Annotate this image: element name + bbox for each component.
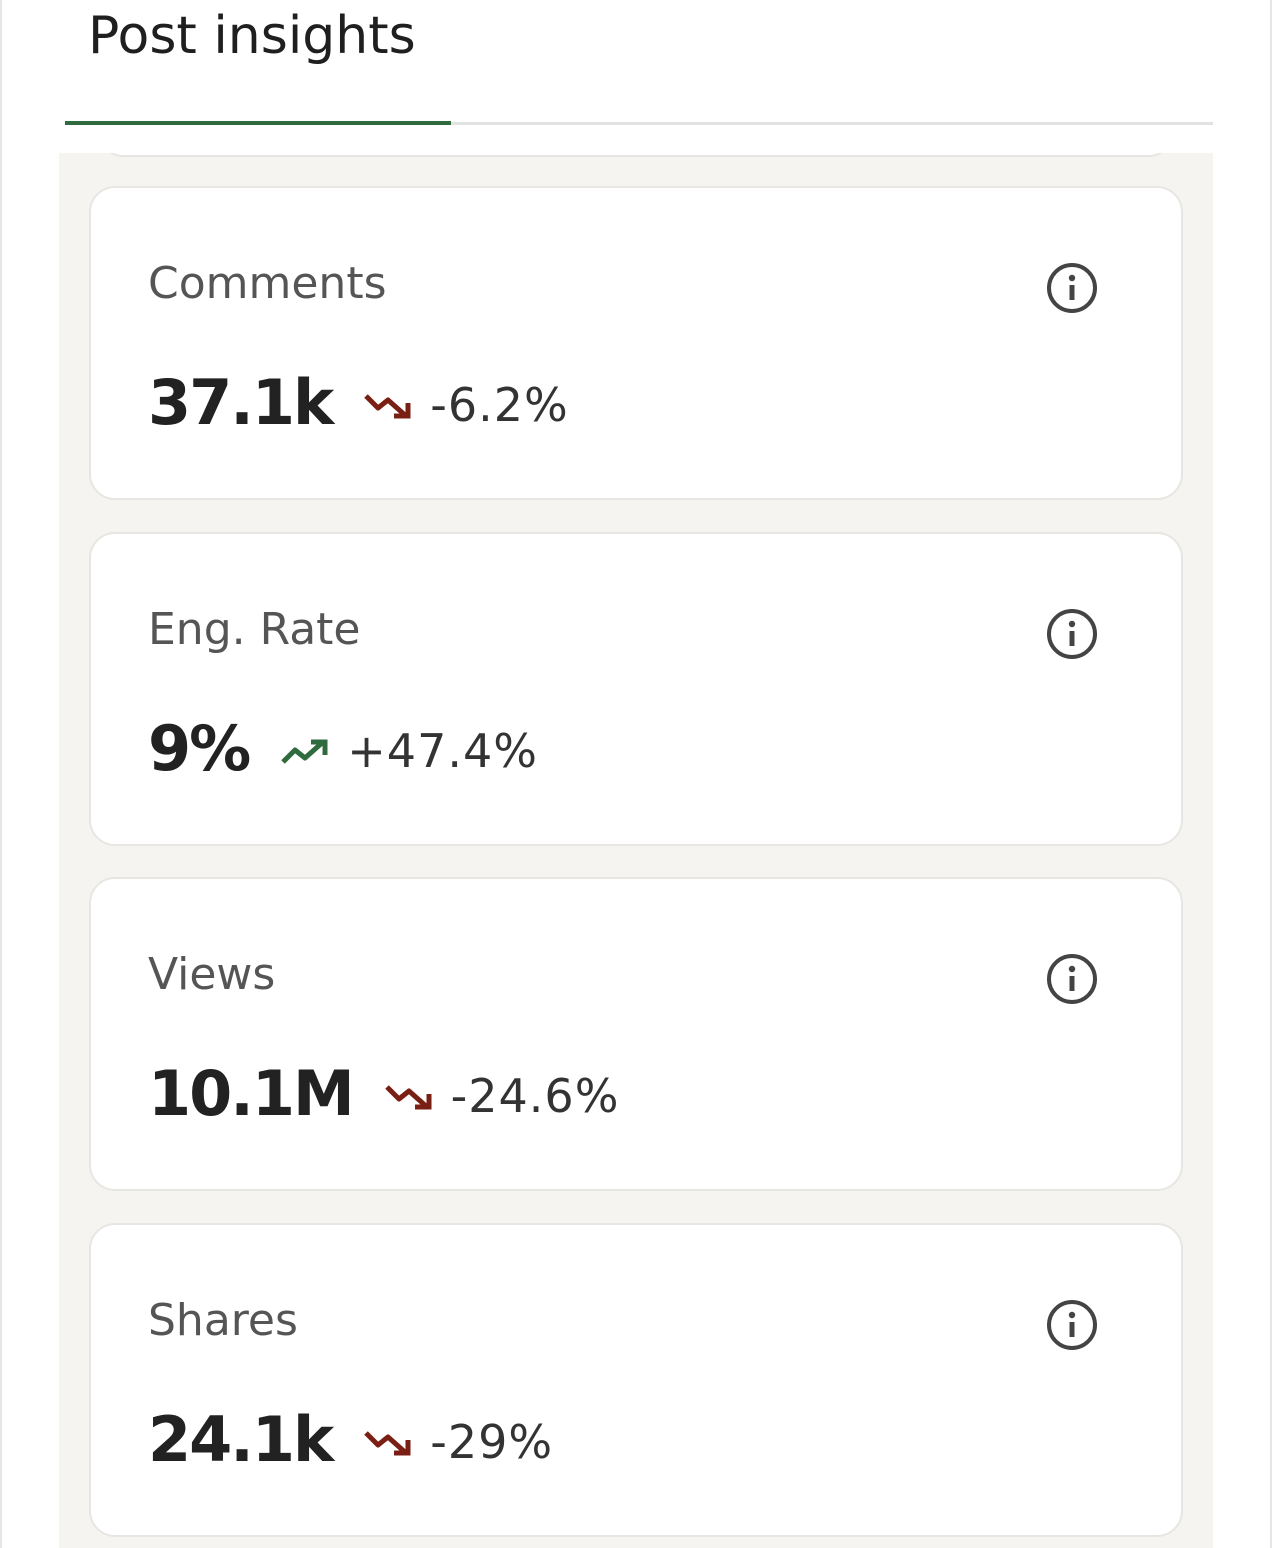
- trend-head: [414, 1094, 432, 1110]
- metric-label: Comments: [148, 258, 387, 309]
- info-circle: [1047, 954, 1097, 1004]
- info-circle: [1047, 608, 1097, 659]
- info-dot: [1068, 620, 1076, 627]
- metric-card: Comments 37.1k -6.2%: [89, 186, 1183, 500]
- tab-divider: [65, 122, 1213, 125]
- metric-card: Shares 24.1k -29%: [89, 1222, 1183, 1537]
- metric-value: 10.1M: [148, 1057, 355, 1130]
- info-dot: [1068, 274, 1076, 282]
- metric-change: -24.6%: [450, 1069, 620, 1123]
- trend-head: [394, 403, 411, 419]
- trend-icon: [364, 394, 411, 419]
- metric-label: Shares: [148, 1294, 298, 1346]
- info-dot: [1068, 965, 1076, 973]
- trend-line: [364, 1430, 408, 1455]
- metric-card: Eng. Rate 9% +47.4%: [89, 531, 1183, 846]
- info-button[interactable]: [1046, 953, 1098, 1005]
- tab-indicator: [65, 121, 451, 125]
- trend-head: [394, 1439, 411, 1455]
- metric-change: -6.2%: [430, 378, 569, 432]
- info-dot: [1068, 1311, 1076, 1318]
- info-circle: [1047, 263, 1097, 313]
- info-circle: [1047, 1299, 1097, 1350]
- insights-panel: Comments 37.1k -6.2% Eng. Rate 9% +47.4% Views…: [59, 153, 1213, 1548]
- info-button[interactable]: [1046, 1299, 1098, 1351]
- card-edge: [99, 153, 1173, 157]
- metric-card: Views 10.1M -24.6%: [89, 877, 1183, 1191]
- metric-value: 37.1k: [148, 366, 334, 439]
- metric-label: Views: [148, 949, 276, 1000]
- metric-change: -29%: [430, 1414, 554, 1469]
- info-button[interactable]: [1046, 262, 1098, 314]
- trend-line: [364, 394, 408, 418]
- metric-value: 24.1k: [148, 1402, 334, 1476]
- trend-icon: [384, 1085, 432, 1110]
- trend-line: [281, 739, 325, 764]
- info-button[interactable]: [1046, 608, 1098, 660]
- page-title: Post insights: [88, 6, 416, 66]
- metric-value: 9%: [148, 711, 251, 785]
- trend-icon: [364, 1430, 411, 1455]
- metric-label: Eng. Rate: [148, 603, 361, 655]
- metric-change: +47.4%: [347, 723, 538, 778]
- trend-line: [384, 1085, 429, 1109]
- trend-head: [311, 739, 328, 755]
- trend-icon: [281, 739, 328, 764]
